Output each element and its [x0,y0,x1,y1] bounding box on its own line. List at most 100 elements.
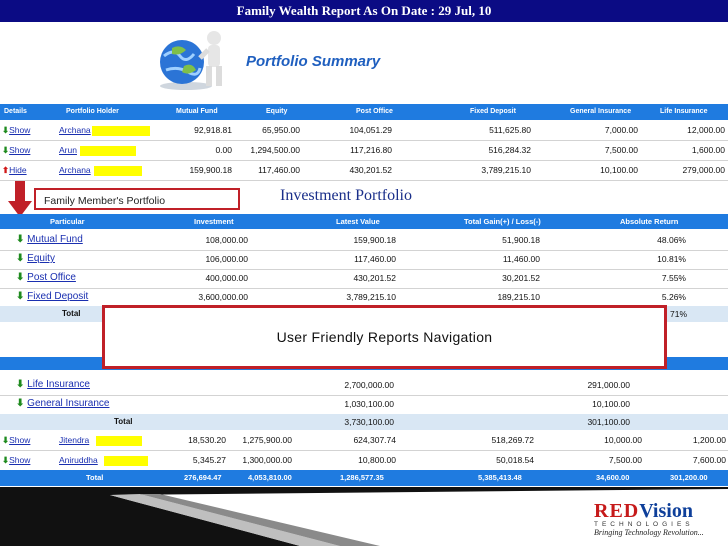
cell-eq: 1,294,500.00 [250,145,300,155]
redvision-logo: REDVision TECHNOLOGIES Bringing Technolo… [594,500,724,544]
cell-return: 5.26% [661,292,686,302]
cell-gi: 10,000.00 [604,435,642,445]
show-link[interactable]: ⬇Show [2,125,31,135]
cell-fd: 516,284.32 [488,145,531,155]
down-arrow-icon: ⬇ [16,398,28,409]
cell-mf: 92,918.81 [194,125,232,135]
family-total-eq: 4,053,810.00 [248,473,292,482]
cell-mf: 18,530.20 [188,435,226,445]
cell-mf: 5,345.27 [192,455,226,465]
holder-link[interactable]: Aniruddha [59,455,98,465]
mutual-fund-link[interactable]: ⬇ Mutual Fund [16,234,83,245]
cell-eq: 1,300,000.00 [242,455,292,465]
cell-return: 7.55% [661,273,686,283]
col-absolute-return: Absolute Return [620,217,679,226]
cell-investment: 108,000.00 [205,235,248,245]
row-divider [0,140,728,141]
col-portfolio-holder: Portfolio Holder [66,108,119,115]
holder-link[interactable]: Arun [59,145,77,155]
investment-table-header: Particular Investment Latest Value Total… [0,214,728,229]
summary-table-header: Details Portfolio Holder Mutual Fund Equ… [0,104,728,120]
col-gain-loss: Total Gain(+) / Loss(-) [464,217,541,226]
cell-po: 430,201.52 [349,165,392,175]
down-arrow-icon: ⬇ [16,253,28,264]
equity-link[interactable]: ⬇ Equity [16,253,55,264]
cell-eq: 1,275,900.00 [242,435,292,445]
highlight-mark [96,436,142,446]
investment-portfolio-heading: Investment Portfolio [280,187,412,204]
globe-illustration [150,26,232,92]
holder-link[interactable]: Jitendra [59,435,90,445]
fixed-deposit-link[interactable]: ⬇ Fixed Deposit [16,291,89,302]
investment-total-label: Total [62,309,81,318]
insurance-total-gain: 301,100.00 [587,417,630,427]
row-divider [0,288,728,289]
show-link[interactable]: ⬇Show [2,435,31,445]
cell-eq: 117,460.00 [258,165,300,175]
show-link[interactable]: ⬇Show [2,455,31,465]
portfolio-summary-heading: Portfolio Summary [246,53,381,70]
family-total-mf: 276,694.47 [184,473,222,482]
life-insurance-link[interactable]: ⬇ Life Insurance [16,379,90,390]
family-total-gi: 34,600.00 [596,473,630,482]
holder-link[interactable]: Archana [59,165,91,175]
cell-gain: 291,000.00 [587,380,630,390]
cell-investment: 400,000.00 [205,273,248,283]
col-life-insurance: Life Insurance [660,108,708,115]
col-investment: Investment [194,217,234,226]
holder-link[interactable]: Archana [59,125,91,135]
cell-gain: 30,201.52 [502,273,540,283]
row-divider [0,160,728,161]
highlight-mark [94,166,142,176]
cell-gi: 7,000.00 [604,125,638,135]
investment-total-return: 71% [670,309,688,319]
col-details: Details [4,108,27,115]
cell-gain: 11,460.00 [502,254,540,264]
logo-technologies: TECHNOLOGIES [594,521,694,528]
logo-wordmark: REDVision [594,500,693,522]
highlight-mark [80,146,136,156]
family-total-row: Total 276,694.47 4,053,810.00 1,286,577.… [0,470,728,486]
down-arrow-icon: ⬇ [16,379,28,390]
family-total-label: Total [86,473,104,482]
show-link[interactable]: ⬇Show [2,145,31,155]
highlight-mark [104,456,148,466]
row-divider [0,180,728,181]
cell-eq: 65,950.00 [262,125,300,135]
cell-po: 117,216.80 [350,145,392,155]
footer-decoration [0,487,728,546]
report-title: Family Wealth Report As On Date : 29 Jul… [0,0,728,22]
cell-fd: 50,018.54 [496,455,534,465]
cell-mf: 0.00 [215,145,232,155]
down-arrow-icon: ⬇ [16,272,28,283]
col-equity: Equity [266,108,288,115]
cell-li: 1,200.00 [692,435,726,445]
cell-gain: 51,900.18 [502,235,540,245]
row-divider [0,269,728,270]
cell-return: 10.81% [657,254,686,264]
cell-po: 624,307.74 [353,435,396,445]
down-arrow-icon: ⬇ [2,145,10,155]
insurance-total-value: 3,730,100.00 [344,417,394,427]
cell-li: 7,600.00 [692,455,726,465]
family-members-portfolio-callout: Family Member's Portfolio [34,188,240,210]
down-arrow-icon: ⬇ [16,291,28,302]
down-arrow-icon: ⬇ [2,125,10,135]
cell-fd: 511,625.80 [489,125,531,135]
cell-li: 12,000.00 [687,125,725,135]
insurance-total-label: Total [114,417,133,426]
cell-fd: 518,269.72 [491,435,534,445]
cell-investment: 3,600,000.00 [198,292,248,302]
cell-mf: 159,900.18 [189,165,232,175]
cell-po: 10,800.00 [358,455,396,465]
cell-po: 104,051.29 [349,125,392,135]
hide-link[interactable]: ⬆Hide [2,165,27,175]
down-arrow-icon: ⬇ [2,435,10,445]
cell-gain: 10,100.00 [592,399,630,409]
row-divider [0,250,728,251]
general-insurance-link[interactable]: ⬇ General Insurance [16,398,110,409]
post-office-link[interactable]: ⬇ Post Office [16,272,76,283]
cell-li: 1,600.00 [691,145,725,155]
cell-latest-value: 3,789,215.10 [346,292,396,302]
cell-li: 279,000.00 [682,165,725,175]
